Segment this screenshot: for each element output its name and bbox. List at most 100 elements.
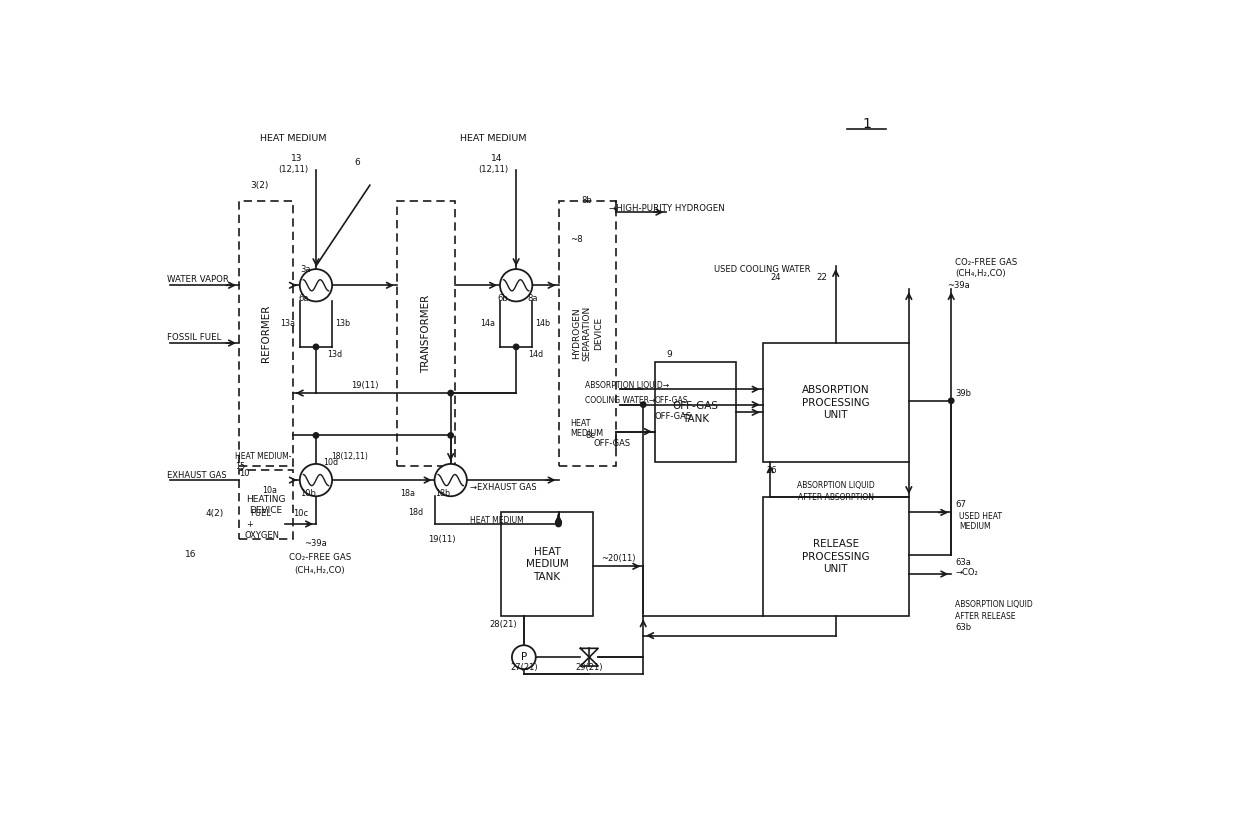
Text: →CO₂: →CO₂ (955, 568, 978, 577)
Text: AFTER ABSORPTION: AFTER ABSORPTION (797, 492, 874, 501)
Text: AFTER RELEASE: AFTER RELEASE (955, 612, 1016, 621)
Text: USED COOLING WATER: USED COOLING WATER (714, 265, 811, 274)
Text: MEDIUM: MEDIUM (959, 522, 991, 531)
Text: P: P (521, 652, 527, 663)
Text: 14a: 14a (480, 319, 495, 328)
Text: 3(2): 3(2) (250, 181, 269, 190)
Text: 27(21): 27(21) (510, 663, 538, 672)
Text: 4(2): 4(2) (206, 510, 224, 519)
Text: 18a: 18a (401, 488, 415, 497)
Text: 3a: 3a (300, 265, 311, 274)
Bar (763, 343, 909, 462)
Circle shape (300, 269, 332, 302)
Text: 22: 22 (816, 273, 827, 282)
Text: OXYGEN: OXYGEN (244, 531, 279, 540)
Text: ABSORPTION LIQUID: ABSORPTION LIQUID (955, 600, 1033, 609)
Bar (501, 512, 593, 617)
Bar (655, 362, 735, 462)
Text: 10a: 10a (262, 487, 277, 496)
Text: REFORMER: REFORMER (260, 305, 270, 362)
Text: 10: 10 (239, 470, 249, 479)
Text: 26: 26 (766, 465, 777, 474)
Text: 63a: 63a (955, 558, 971, 567)
Text: CO₂-FREE GAS: CO₂-FREE GAS (289, 553, 351, 562)
Text: 10b: 10b (300, 488, 316, 497)
Text: +: + (247, 520, 253, 529)
Text: OFF-GAS
TANK: OFF-GAS TANK (672, 401, 718, 424)
Text: HYDROGEN
SEPARATION
DEVICE: HYDROGEN SEPARATION DEVICE (572, 306, 603, 361)
Text: 15: 15 (236, 461, 246, 470)
Text: 14: 14 (491, 154, 502, 163)
Text: 8a: 8a (528, 294, 538, 303)
Text: ~8: ~8 (570, 235, 583, 244)
Text: ~39a: ~39a (304, 539, 327, 548)
Text: →HIGH-PURITY HYDROGEN: →HIGH-PURITY HYDROGEN (609, 204, 724, 213)
Text: ~39a: ~39a (947, 281, 970, 290)
Text: ABSORPTION
PROCESSING
UNIT: ABSORPTION PROCESSING UNIT (802, 385, 869, 420)
Text: OFF-GAS: OFF-GAS (655, 396, 688, 405)
Text: HEAT MEDIUM-: HEAT MEDIUM- (236, 452, 291, 461)
Text: →EXHAUST GAS: →EXHAUST GAS (470, 483, 537, 492)
Text: EXHAUST GAS: EXHAUST GAS (167, 471, 227, 480)
Text: 8b: 8b (582, 196, 593, 205)
Text: 18(12,11): 18(12,11) (331, 452, 368, 461)
Text: 16: 16 (185, 551, 197, 560)
Text: 6b: 6b (497, 294, 507, 303)
Text: 67: 67 (955, 501, 966, 510)
Text: 9: 9 (666, 350, 672, 359)
Text: HEAT MEDIUM: HEAT MEDIUM (470, 515, 523, 524)
Text: CO₂-FREE GAS: CO₂-FREE GAS (955, 258, 1017, 267)
Circle shape (641, 402, 646, 407)
Bar (397, 200, 455, 466)
Text: FUEL: FUEL (250, 510, 272, 519)
Text: 13a: 13a (280, 319, 295, 328)
Text: 10c: 10c (293, 510, 308, 519)
Bar (763, 497, 909, 617)
Circle shape (434, 464, 467, 497)
Text: OFF-GAS: OFF-GAS (655, 411, 692, 420)
Text: 24: 24 (770, 273, 781, 282)
Circle shape (300, 464, 332, 497)
Text: COOLING WATER→: COOLING WATER→ (585, 396, 656, 405)
Text: MEDIUM: MEDIUM (570, 429, 603, 438)
Text: 19(11): 19(11) (351, 381, 378, 390)
Text: USED HEAT: USED HEAT (959, 512, 1002, 521)
Text: OFF-GAS: OFF-GAS (593, 438, 630, 447)
Circle shape (448, 390, 454, 396)
Circle shape (556, 521, 562, 527)
Text: RELEASE
PROCESSING
UNIT: RELEASE PROCESSING UNIT (802, 539, 869, 574)
Circle shape (513, 344, 518, 349)
Text: 6a: 6a (299, 294, 309, 303)
Circle shape (500, 269, 532, 302)
Circle shape (448, 433, 454, 438)
Text: ABSORPTION LIQUID→: ABSORPTION LIQUID→ (585, 381, 670, 390)
Text: HEAT: HEAT (570, 420, 590, 429)
Text: 28(21): 28(21) (490, 619, 517, 628)
Text: 18b: 18b (435, 488, 450, 497)
Bar (239, 470, 293, 539)
Text: 39b: 39b (955, 389, 971, 398)
Text: 1: 1 (862, 117, 870, 131)
Text: 14b: 14b (536, 319, 551, 328)
Text: 19(11): 19(11) (428, 535, 455, 544)
Text: HEAT MEDIUM: HEAT MEDIUM (259, 134, 326, 143)
Text: 13d: 13d (327, 350, 342, 359)
Text: HEAT
MEDIUM
TANK: HEAT MEDIUM TANK (526, 547, 568, 582)
Text: TRANSFORMER: TRANSFORMER (420, 294, 430, 372)
Text: (12,11): (12,11) (477, 165, 508, 174)
Text: 6: 6 (355, 158, 360, 167)
Bar (239, 200, 293, 466)
Text: 14d: 14d (528, 350, 543, 359)
Circle shape (314, 433, 319, 438)
Text: (CH₄,H₂,CO): (CH₄,H₂,CO) (955, 269, 1006, 278)
Circle shape (512, 645, 536, 669)
Text: ~20(11): ~20(11) (601, 554, 635, 563)
Text: WATER VAPOR: WATER VAPOR (167, 276, 229, 285)
Circle shape (314, 344, 319, 349)
Text: HEAT MEDIUM: HEAT MEDIUM (460, 134, 526, 143)
Text: 18d: 18d (408, 508, 424, 517)
Text: (CH₄,H₂,CO): (CH₄,H₂,CO) (294, 566, 345, 575)
Text: 13: 13 (291, 154, 303, 163)
Text: 29(21): 29(21) (575, 663, 603, 672)
Text: HEATING
DEVICE: HEATING DEVICE (247, 495, 285, 515)
